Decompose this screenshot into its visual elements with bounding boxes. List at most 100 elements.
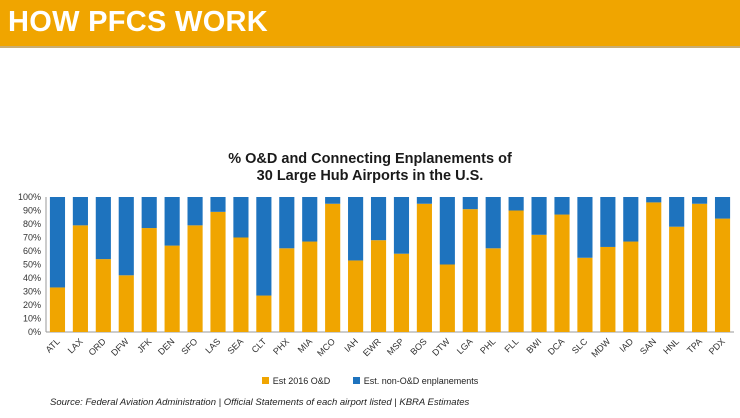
- x-tick-label: IAH: [342, 336, 360, 354]
- bar-od-tpa: [692, 203, 708, 332]
- bar-connecting-lax: [72, 197, 88, 226]
- bar-connecting-clt: [256, 197, 272, 296]
- bar-od-sea: [233, 237, 249, 332]
- bar-od-lax: [72, 225, 88, 332]
- bar-od-dtw: [439, 264, 455, 332]
- x-tick-label: SEA: [226, 336, 246, 356]
- y-tick-label: 70%: [23, 233, 41, 243]
- bar-od-phl: [485, 248, 501, 332]
- source-note: Source: Federal Aviation Administration …: [50, 397, 470, 408]
- bar-connecting-hnl: [669, 197, 685, 227]
- bar-od-las: [210, 211, 226, 332]
- y-tick-label: 0%: [28, 327, 41, 337]
- bar-connecting-ord: [95, 197, 111, 260]
- bar-od-iah: [348, 260, 364, 332]
- header-banner: HOW PFCS WORK: [0, 0, 740, 46]
- bar-od-mdw: [600, 246, 616, 332]
- bar-connecting-fll: [508, 197, 524, 211]
- y-tick-label: 30%: [23, 287, 41, 297]
- banner-divider: [0, 46, 740, 48]
- bar-od-den: [164, 245, 180, 332]
- chart-title-line-1: % O&D and Connecting Enplanements of: [228, 151, 512, 167]
- bar-od-dfw: [118, 275, 134, 332]
- x-tick-label: DTW: [430, 336, 452, 358]
- x-tick-label: PDX: [707, 336, 727, 356]
- bar-connecting-den: [164, 197, 180, 246]
- bar-connecting-mia: [302, 197, 318, 242]
- bar-connecting-san: [646, 197, 662, 203]
- bar-od-atl: [49, 287, 66, 332]
- x-tick-label: SFO: [179, 336, 199, 356]
- bar-connecting-phx: [279, 197, 295, 249]
- y-tick-label: 100%: [18, 192, 41, 202]
- x-tick-label: PHX: [271, 336, 291, 356]
- bar-od-ewr: [370, 240, 387, 332]
- bar-od-mco: [325, 203, 341, 332]
- x-tick-label: EWR: [361, 336, 383, 358]
- x-tick-label: DCA: [546, 336, 567, 357]
- bar-connecting-lga: [462, 197, 478, 210]
- bar-od-sfo: [187, 225, 203, 332]
- y-tick-label: 20%: [23, 300, 41, 310]
- bar-connecting-dfw: [118, 197, 134, 276]
- legend-label-connecting: Est. non-O&D enplanements: [363, 375, 479, 386]
- x-tick-label: FLL: [503, 336, 521, 354]
- x-tick-label: ATL: [44, 336, 62, 354]
- bar-od-lga: [462, 209, 478, 332]
- bar-connecting-pdx: [714, 197, 731, 219]
- x-tick-label: SAN: [638, 336, 658, 356]
- legend-item-od: Est 2016 O&D: [261, 375, 331, 386]
- x-tick-label: BOS: [408, 336, 429, 357]
- x-tick-label: DEN: [156, 336, 177, 357]
- x-tick-label: IAD: [618, 336, 636, 354]
- bar-od-dca: [554, 214, 570, 332]
- bar-od-san: [646, 202, 662, 332]
- bar-connecting-sfo: [187, 197, 203, 226]
- bar-connecting-msp: [393, 197, 410, 254]
- x-tick-label: LAX: [66, 336, 85, 355]
- x-tick-label: JFK: [135, 336, 153, 354]
- x-tick-label: MIA: [296, 336, 314, 354]
- bar-connecting-phl: [485, 197, 501, 249]
- bar-connecting-bos: [416, 197, 432, 204]
- bar-od-ord: [95, 259, 111, 332]
- bar-connecting-iad: [623, 197, 639, 242]
- y-tick-label: 90%: [23, 206, 41, 216]
- x-tick-label: LAS: [203, 336, 222, 355]
- bar-od-mia: [302, 241, 318, 332]
- bar-connecting-jfk: [141, 197, 157, 229]
- x-tick-label: MCO: [315, 336, 337, 358]
- x-tick-label: LGA: [455, 336, 475, 356]
- bar-connecting-atl: [49, 197, 66, 288]
- chart-legend: Est 2016 O&D Est. non-O&D enplanements: [0, 375, 740, 386]
- bar-connecting-dtw: [439, 197, 455, 265]
- legend-swatch-od: [261, 376, 269, 384]
- x-tick-label: ORD: [87, 336, 109, 358]
- bar-od-pdx: [714, 218, 731, 332]
- chart-title-line-2: 30 Large Hub Airports in the U.S.: [256, 168, 484, 184]
- y-tick-label: 40%: [23, 273, 41, 283]
- y-tick-label: 10%: [23, 314, 41, 324]
- legend-swatch-connecting: [352, 376, 360, 384]
- bar-od-jfk: [141, 228, 157, 332]
- x-tick-label: PHL: [478, 336, 497, 355]
- y-tick-label: 60%: [23, 246, 41, 256]
- bar-od-bwi: [531, 234, 547, 332]
- x-tick-label: MSP: [385, 336, 406, 357]
- x-tick-label: CLT: [250, 336, 269, 355]
- bar-connecting-dca: [554, 197, 570, 215]
- legend-item-connecting: Est. non-O&D enplanements: [352, 375, 479, 386]
- bar-connecting-tpa: [692, 197, 708, 204]
- bar-od-clt: [256, 295, 272, 332]
- x-tick-label: TPA: [685, 336, 704, 355]
- legend-label-od: Est 2016 O&D: [272, 375, 331, 386]
- bar-connecting-mco: [325, 197, 341, 204]
- y-tick-label: 80%: [23, 219, 41, 229]
- bar-connecting-mdw: [600, 197, 616, 247]
- x-tick-label: MDW: [589, 336, 612, 359]
- bar-connecting-slc: [577, 197, 593, 258]
- bar-od-msp: [393, 253, 410, 332]
- bar-connecting-las: [210, 197, 226, 212]
- x-tick-label: SLC: [570, 336, 590, 356]
